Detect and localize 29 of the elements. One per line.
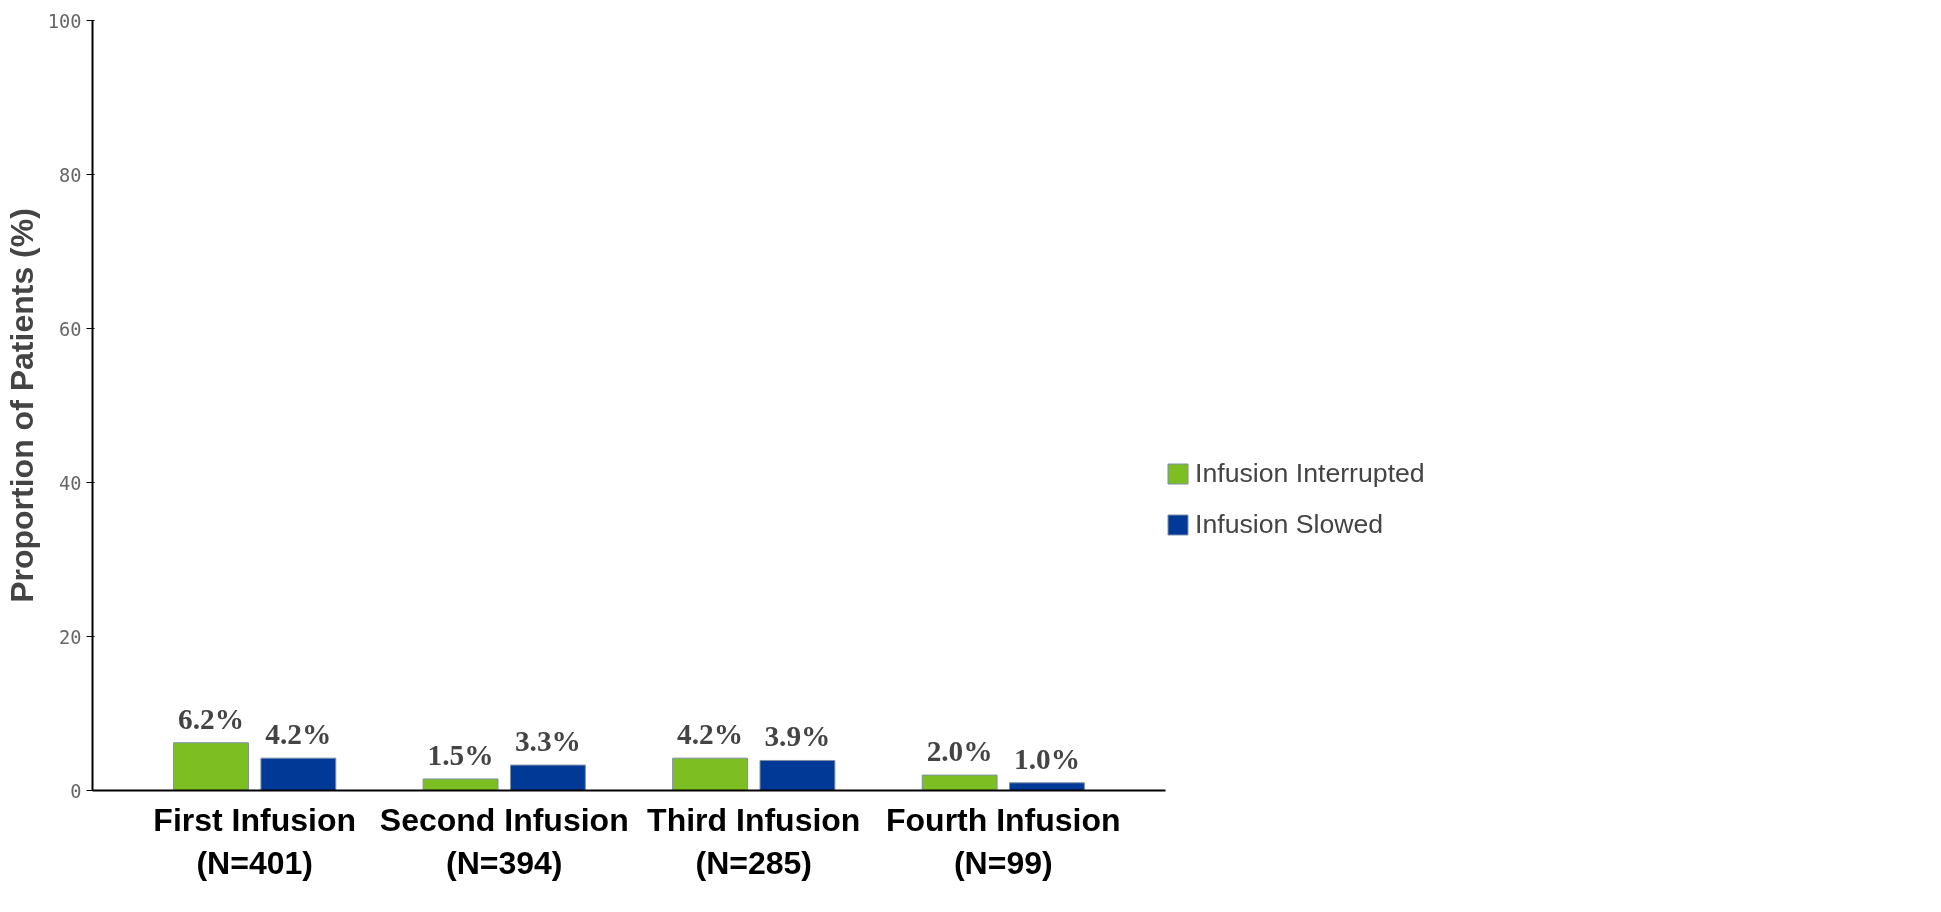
data-label: 3.9% <box>764 720 831 753</box>
data-label: 3.3% <box>514 725 581 758</box>
legend-label: Infusion Slowed <box>1195 509 1384 540</box>
x-tick-label: Fourth Infusion (N=99) <box>886 801 1121 881</box>
bar <box>1009 782 1085 791</box>
y-tick-label: 0 <box>70 780 82 802</box>
x-tick-label: Second Infusion (N=394) <box>379 801 629 881</box>
x-tick-label: First Infusion (N=401) <box>153 801 357 881</box>
y-tick-label: 100 <box>47 10 82 32</box>
data-label: 4.2% <box>677 718 744 751</box>
legend-label: Infusion Interrupted <box>1195 458 1425 489</box>
y-tick-label: 60 <box>59 318 82 340</box>
y-axis-title: Proportion of Patients (%) <box>3 208 40 603</box>
data-label: 4.2% <box>265 718 332 751</box>
bar <box>260 757 337 791</box>
y-tick-label: 40 <box>59 472 82 494</box>
data-label: 2.0% <box>926 735 993 768</box>
data-label: 1.5% <box>427 738 494 771</box>
x-tick-label: Third Infusion (N=285) <box>647 801 861 881</box>
y-tick-label: 20 <box>59 626 82 648</box>
bar <box>509 764 586 791</box>
bar <box>173 742 249 791</box>
data-label: 1.0% <box>1013 742 1080 775</box>
bar <box>759 759 836 791</box>
bar <box>921 774 998 791</box>
y-tick-label: 80 <box>59 164 82 186</box>
bar <box>672 757 749 791</box>
bar <box>422 778 499 791</box>
data-label: 6.2% <box>178 702 245 735</box>
